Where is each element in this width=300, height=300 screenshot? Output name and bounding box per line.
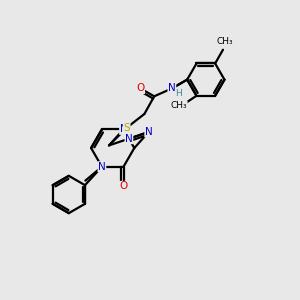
Text: N: N (98, 162, 106, 172)
Text: H: H (176, 89, 182, 98)
Text: O: O (119, 182, 128, 191)
Text: CH₃: CH₃ (170, 101, 187, 110)
Text: CH₃: CH₃ (217, 38, 233, 46)
Text: O: O (136, 83, 145, 94)
Text: N: N (120, 124, 128, 134)
Text: S: S (123, 123, 130, 133)
Text: N: N (168, 83, 176, 94)
Text: N: N (145, 127, 153, 137)
Text: N: N (125, 134, 133, 144)
